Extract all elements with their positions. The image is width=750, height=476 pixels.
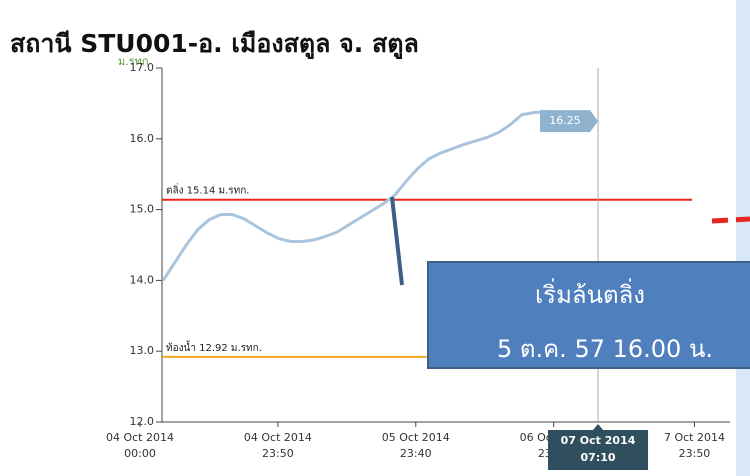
y-tick-label: 17.0 <box>130 61 155 74</box>
x-tick-label: 7 Oct 2014 <box>664 431 725 444</box>
x-tooltip-label: 07:10 <box>581 451 616 464</box>
y-tick-label: 14.0 <box>130 273 155 286</box>
pointer-line <box>390 196 404 286</box>
data-line <box>161 110 546 282</box>
y-axis-label: ม.รทก <box>118 55 149 68</box>
tooltip-value: 16.25 <box>549 114 581 127</box>
x-tick-label: 23:50 <box>679 447 711 460</box>
y-tick-label: 12.0 <box>130 415 155 428</box>
red-dash <box>711 216 750 224</box>
side-strip <box>736 0 750 476</box>
annotation-box <box>427 261 750 369</box>
x-tick-label: 00:00 <box>124 447 156 460</box>
x-tick-label: 05 Oct 2014 <box>382 431 450 444</box>
threshold-label: ท้องน้ำ 12.92 ม.รทก. <box>166 340 262 354</box>
annotation: 5 ต.ค. 57 16.00 น. <box>497 335 713 363</box>
y-tick-label: 15.0 <box>130 203 155 216</box>
annotation: เริ่มล้นตลิ่ง <box>535 278 645 309</box>
y-tick-label: 13.0 <box>130 344 155 357</box>
x-tick-label: 23:50 <box>262 447 294 460</box>
threshold-label: ตลิ่ง 15.14 ม.รทก. <box>166 183 249 197</box>
tooltip-box <box>540 110 599 133</box>
x-tooltip-box <box>548 424 649 470</box>
x-tick-label: 23:40 <box>400 447 432 460</box>
x-tick-label: 04 Oct 2014 <box>106 431 174 444</box>
chart-title: สถานี STU001-อ. เมืองสตูล จ. สตูล <box>10 29 419 60</box>
y-tick-label: 16.0 <box>130 132 155 145</box>
x-tick-label: 04 Oct 2014 <box>244 431 312 444</box>
x-tooltip-label: 07 Oct 2014 <box>561 434 636 447</box>
